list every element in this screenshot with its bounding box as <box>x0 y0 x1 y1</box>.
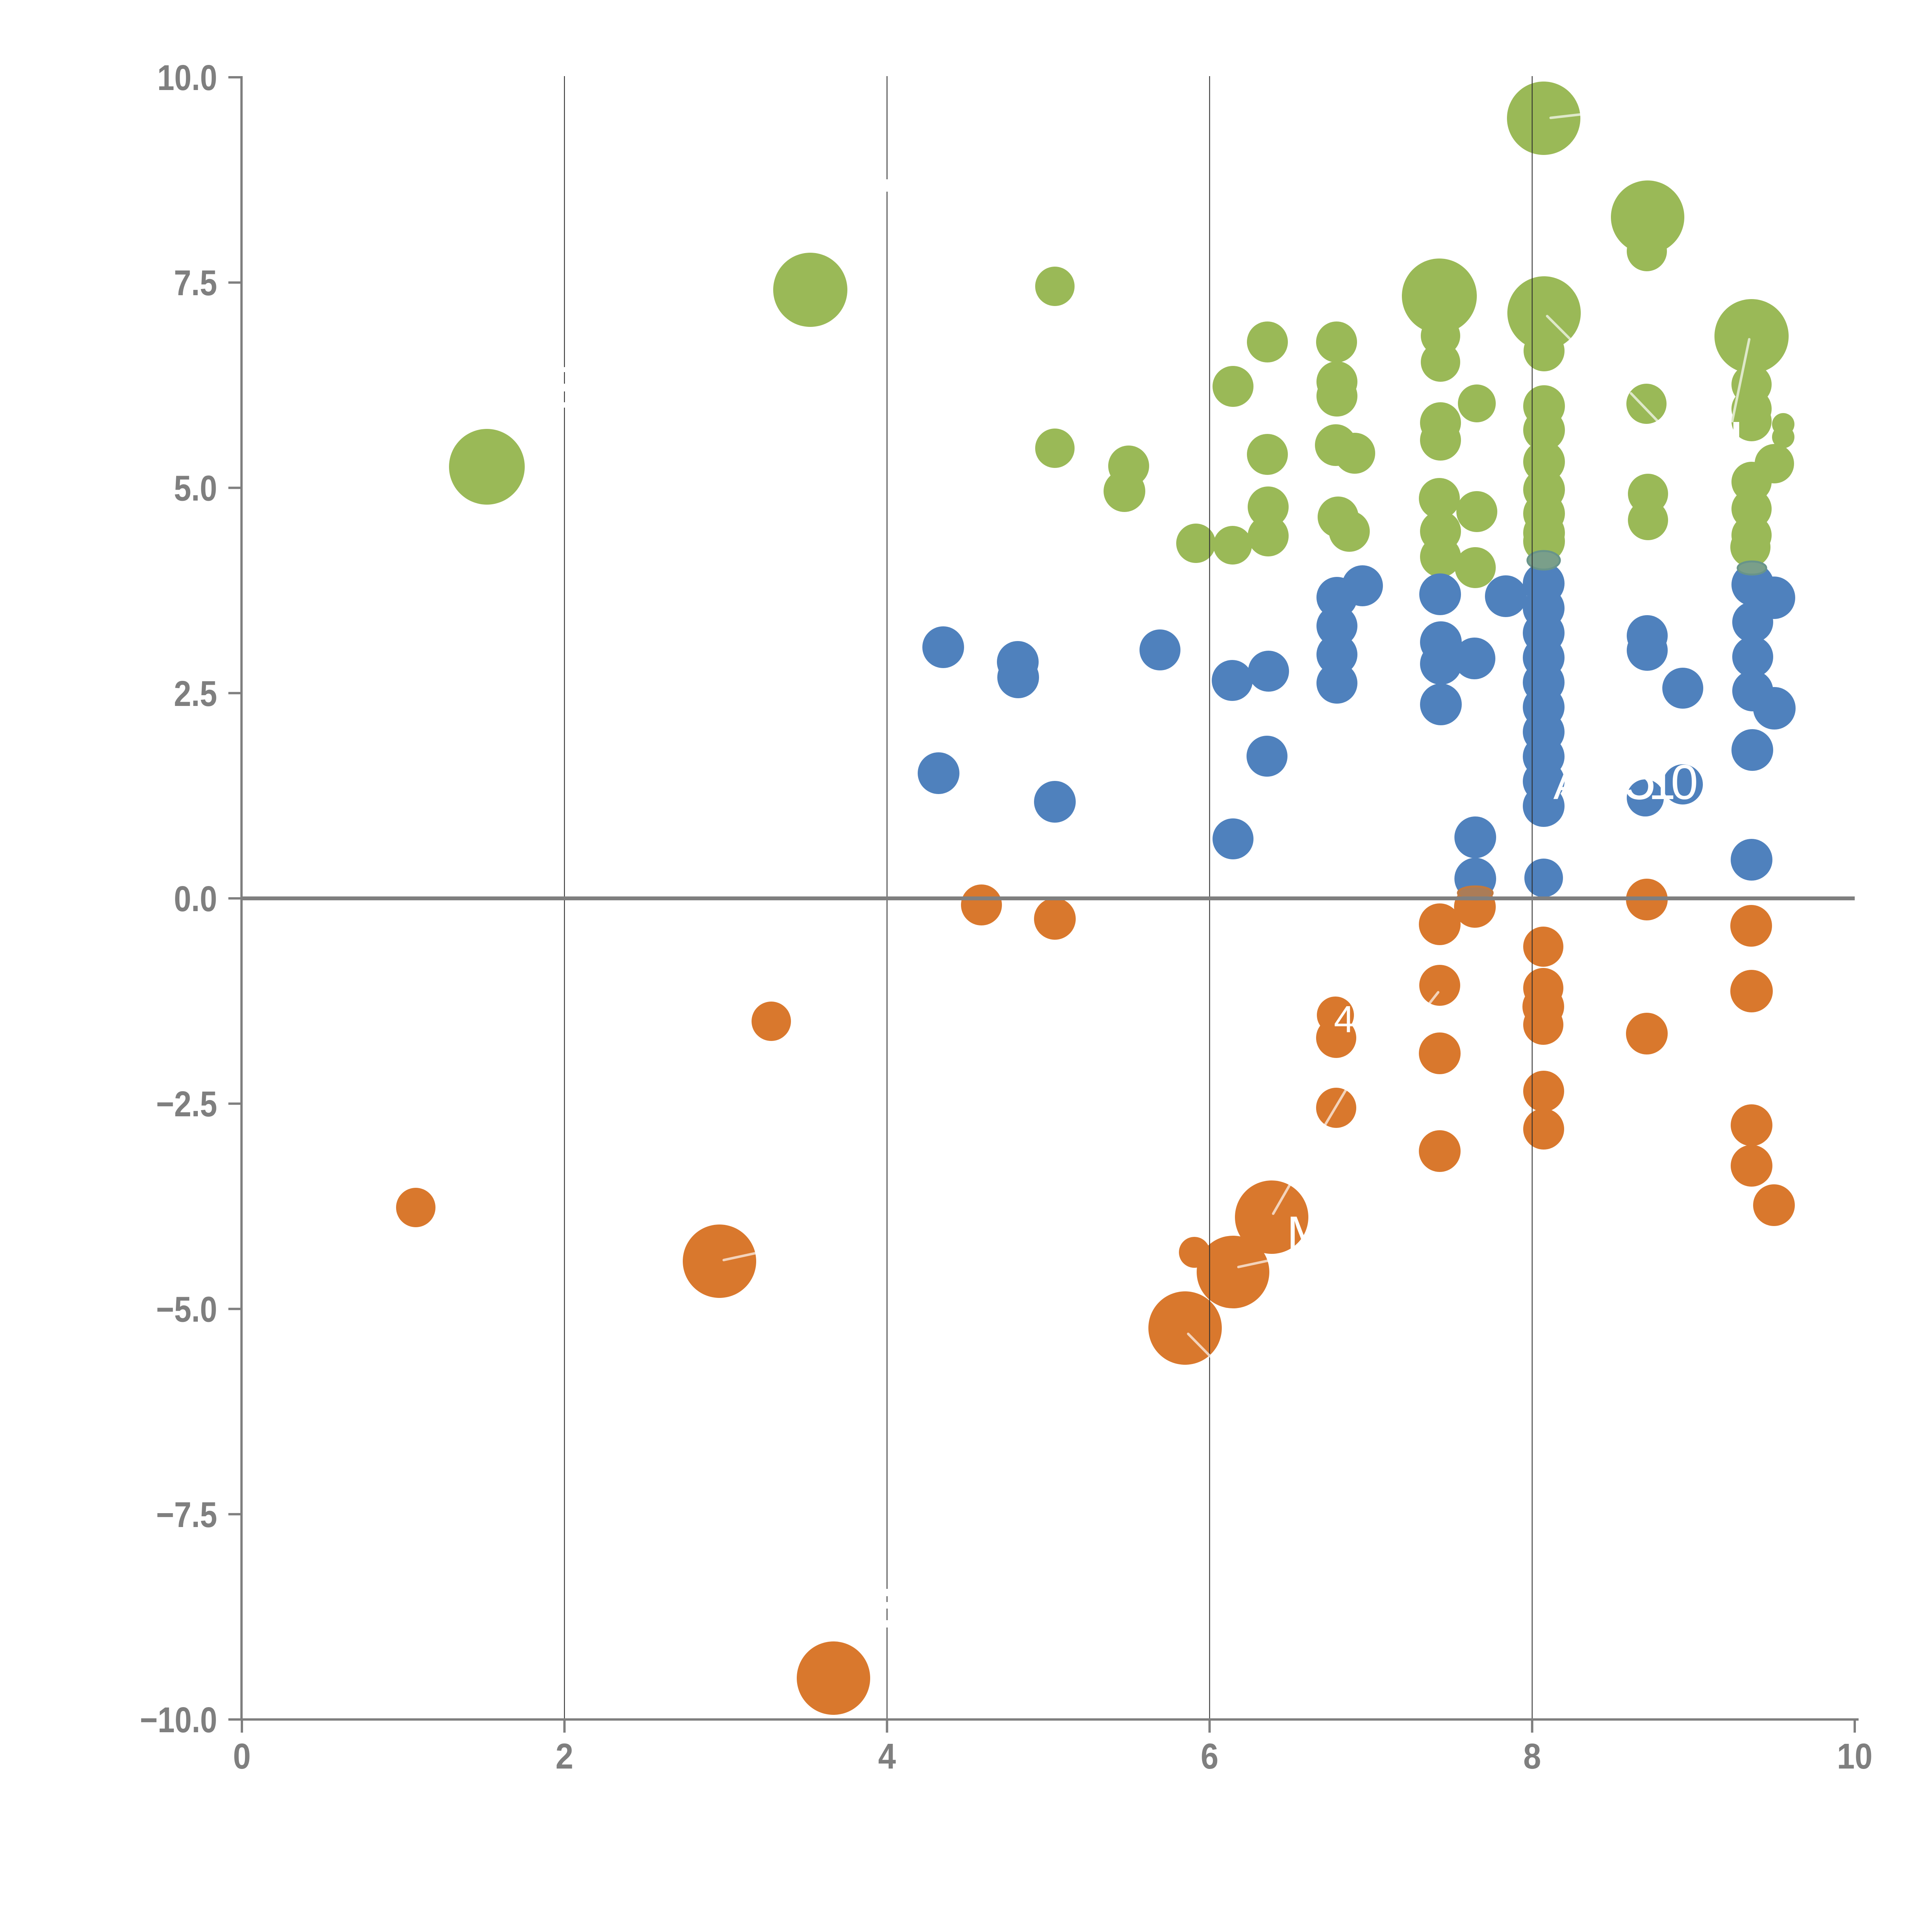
svg-text:M: M <box>1287 1207 1327 1260</box>
svg-text:4: 4 <box>878 1736 896 1776</box>
svg-text:−10.0: −10.0 <box>140 1700 217 1740</box>
svg-text:0: 0 <box>233 1736 251 1776</box>
svg-text:8: 8 <box>1523 1736 1541 1776</box>
svg-text:4: 4 <box>1334 998 1355 1040</box>
svg-text:A: A <box>1553 760 1583 808</box>
svg-text:0: 0 <box>1671 755 1698 810</box>
svg-text:−7.5: −7.5 <box>156 1495 217 1535</box>
svg-text:−2.5: −2.5 <box>156 1084 217 1124</box>
svg-text:6: 6 <box>1201 1736 1218 1776</box>
svg-text:1: 1 <box>1648 755 1676 810</box>
svg-text:10.0: 10.0 <box>157 58 217 98</box>
svg-text:5: 5 <box>1624 747 1656 811</box>
svg-text:2.5: 2.5 <box>174 673 217 714</box>
svg-text:0.0: 0.0 <box>174 879 217 919</box>
svg-text:7.5: 7.5 <box>174 263 217 303</box>
svg-text:2: 2 <box>556 1736 573 1776</box>
svg-text:−5.0: −5.0 <box>156 1289 217 1330</box>
svg-text:5.0: 5.0 <box>174 468 217 509</box>
svg-text:10: 10 <box>1837 1736 1872 1776</box>
